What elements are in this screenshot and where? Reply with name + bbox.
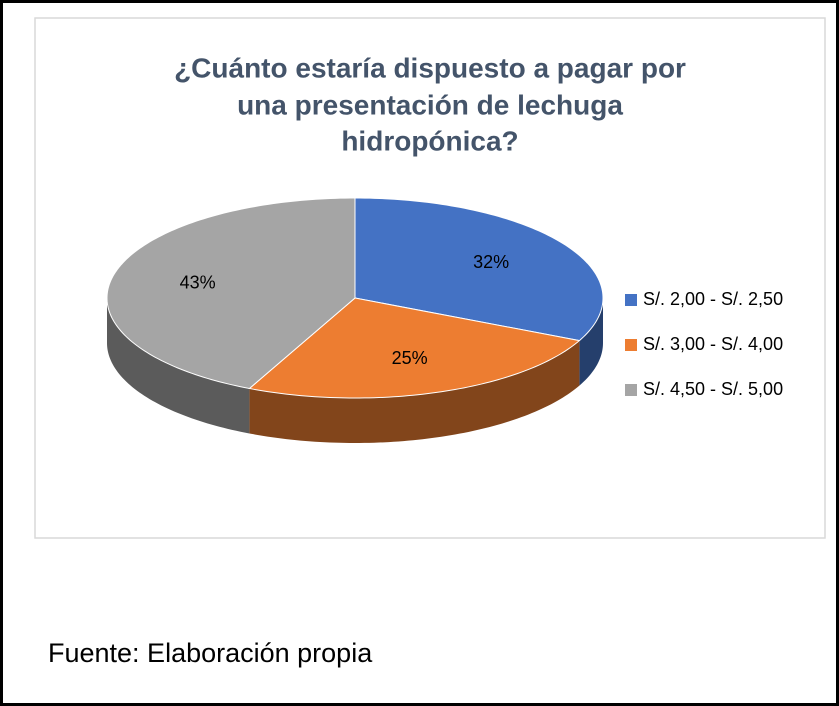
legend-label: S/. 4,50 - S/. 5,00 — [643, 379, 783, 399]
chart-title: hidropónica? — [341, 125, 518, 156]
chart-title: ¿Cuánto estaría dispuesto a pagar por — [174, 52, 686, 83]
slice-side — [249, 340, 580, 443]
slice-side — [107, 298, 250, 434]
data-label: 43% — [180, 273, 216, 293]
legend-label: S/. 3,00 - S/. 4,00 — [643, 334, 783, 354]
pie-slice — [248, 297, 581, 399]
legend-swatch — [625, 339, 637, 351]
legend-label: S/. 2,00 - S/. 2,50 — [643, 289, 783, 309]
pie-slice — [354, 197, 604, 342]
legend-swatch — [625, 384, 637, 396]
legend-swatch — [625, 294, 637, 306]
source-note: Fuente: Elaboración propia — [48, 638, 373, 668]
chart-title: una presentación de lechuga — [237, 89, 623, 120]
data-label: 32% — [473, 252, 509, 272]
data-label: 25% — [392, 348, 428, 368]
pie-slice — [106, 197, 356, 390]
